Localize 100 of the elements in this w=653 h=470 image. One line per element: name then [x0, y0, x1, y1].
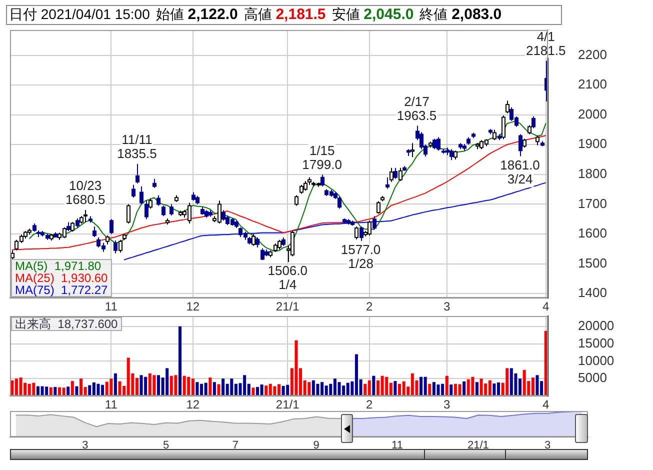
bar	[174, 375, 178, 396]
text: 2,083.0	[452, 6, 502, 23]
bar	[372, 376, 376, 396]
series-label: MA(25) 1,930.60	[15, 271, 108, 285]
bar	[466, 379, 470, 396]
bar	[178, 326, 182, 396]
y-tick-label: 2200	[578, 46, 607, 62]
text: MA(75) 1,772.27	[15, 283, 108, 297]
bar	[170, 376, 173, 396]
x-tick-label: 3	[444, 300, 451, 314]
text: 2,181.5	[276, 6, 326, 23]
bar	[458, 384, 462, 396]
series-label: MA(5) 1,971.80	[15, 259, 102, 273]
annotation: 1/15 1799.0	[302, 142, 342, 172]
bar	[312, 380, 315, 396]
x-tick-label: 21/1	[467, 440, 489, 452]
bar	[410, 373, 414, 396]
bar	[308, 382, 311, 396]
x-tick-label: 4	[542, 300, 550, 314]
bar	[510, 368, 513, 396]
bar	[217, 384, 220, 396]
bar	[187, 376, 190, 396]
bar	[398, 384, 402, 396]
bar	[471, 376, 474, 396]
text: 2,122.0	[188, 6, 238, 23]
annotation: 4/1 2181.5	[526, 28, 566, 58]
bar	[243, 375, 246, 396]
y-tick-label: 10000	[578, 352, 614, 368]
bar	[148, 373, 152, 396]
bar	[364, 384, 367, 396]
bar	[126, 358, 130, 396]
bar	[118, 381, 122, 396]
bar	[531, 378, 534, 396]
bar	[445, 376, 448, 396]
x-tick-label: 11	[392, 440, 403, 452]
bar	[222, 378, 225, 396]
bar	[144, 376, 148, 396]
x-tick-label: 9	[313, 440, 320, 452]
x-tick-label: 12	[186, 398, 200, 412]
text: 2,045.0	[364, 6, 414, 23]
x-tick-label: 12	[186, 300, 200, 314]
text: 高値	[244, 6, 272, 22]
bar	[380, 376, 384, 396]
bar	[70, 381, 74, 396]
y-tick-label: 15000	[578, 335, 614, 350]
bar	[277, 384, 281, 396]
annotation: 2/17 1963.5	[396, 94, 437, 123]
bar	[264, 386, 268, 396]
y-tick-label: 5000	[578, 370, 607, 386]
bar	[286, 384, 290, 396]
bar	[268, 384, 272, 396]
y-tick-label: 1400	[578, 285, 607, 300]
annotation: 11/11 1835.5	[117, 132, 157, 161]
bar	[191, 378, 194, 396]
bar	[385, 376, 388, 396]
bar	[212, 382, 216, 396]
bar	[346, 382, 350, 396]
annotation: 1577.0 1/28	[340, 242, 381, 271]
text: 始値	[156, 6, 184, 22]
y-tick-label: 1700	[578, 196, 607, 211]
bar	[88, 385, 92, 396]
bar	[506, 368, 509, 396]
x-tick-label: 2	[366, 398, 374, 412]
bar	[480, 378, 483, 396]
bar	[166, 368, 169, 396]
x-tick-label: 3	[444, 398, 451, 412]
bar	[230, 378, 234, 396]
bar	[402, 381, 406, 396]
annotation: 10/23 1680.5	[65, 178, 106, 208]
bar	[368, 380, 371, 396]
y-tick-label: 1800	[578, 166, 607, 181]
bar	[208, 378, 212, 396]
annotation: 1506.0 1/4	[268, 263, 308, 292]
bar	[492, 383, 496, 396]
x-tick-label: 21/1	[276, 300, 300, 314]
bar	[450, 384, 453, 396]
x-tick-label: 3	[544, 440, 551, 452]
x-tick-label: 2	[366, 300, 374, 314]
x-tick-label: 7	[232, 440, 238, 452]
bar	[114, 373, 117, 396]
bar	[110, 378, 113, 396]
bar	[294, 340, 298, 396]
bar	[19, 378, 22, 396]
chart-title: 日付 2021/04/01 15:00	[9, 6, 150, 24]
bar	[475, 382, 478, 396]
bar	[316, 384, 320, 396]
x-tick-label: 5	[162, 440, 170, 452]
bar	[135, 378, 138, 396]
y-tick-label: 1900	[578, 136, 607, 152]
bar	[394, 381, 397, 396]
bar	[32, 382, 36, 396]
y-tick-label: 2000	[578, 106, 607, 122]
bar	[105, 382, 108, 396]
bar	[80, 378, 83, 396]
bar	[140, 375, 143, 396]
bar	[536, 375, 539, 396]
bar	[28, 384, 31, 396]
x-tick-label: 11	[104, 398, 118, 412]
bar	[182, 376, 186, 396]
bar	[436, 384, 440, 396]
